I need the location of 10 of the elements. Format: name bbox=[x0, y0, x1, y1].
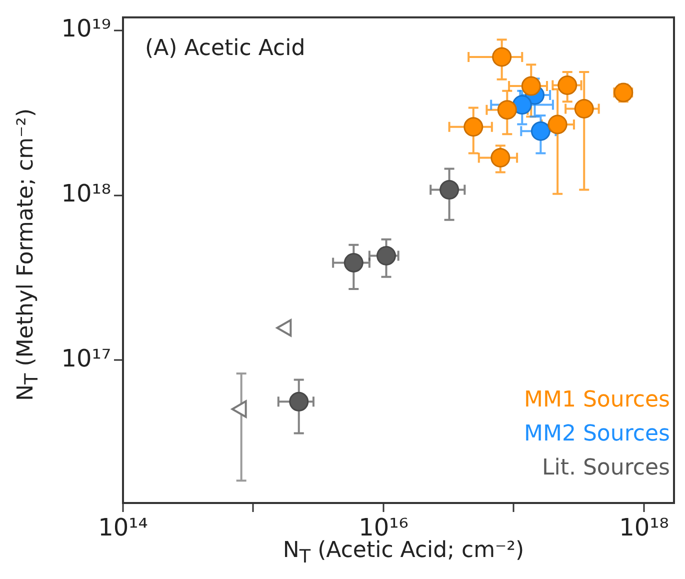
y-tick-label: 10¹⁷ bbox=[61, 344, 111, 372]
y-tick-label: 10¹⁸ bbox=[61, 180, 111, 208]
y-tick-label: 10¹⁹ bbox=[61, 14, 111, 43]
x-axis-title: N$_{T}$ (Acetic Acid; cm⁻²) bbox=[282, 538, 524, 568]
text: Lit. Sources bbox=[542, 456, 670, 481]
x-tick-label: 10¹⁸ bbox=[619, 514, 669, 542]
text: MM1 Sources bbox=[524, 388, 670, 413]
annotation: (A) Acetic Acid bbox=[145, 36, 306, 62]
x-tick-label: 10¹⁴ bbox=[98, 514, 148, 542]
text: MM2 Sources bbox=[524, 422, 670, 447]
